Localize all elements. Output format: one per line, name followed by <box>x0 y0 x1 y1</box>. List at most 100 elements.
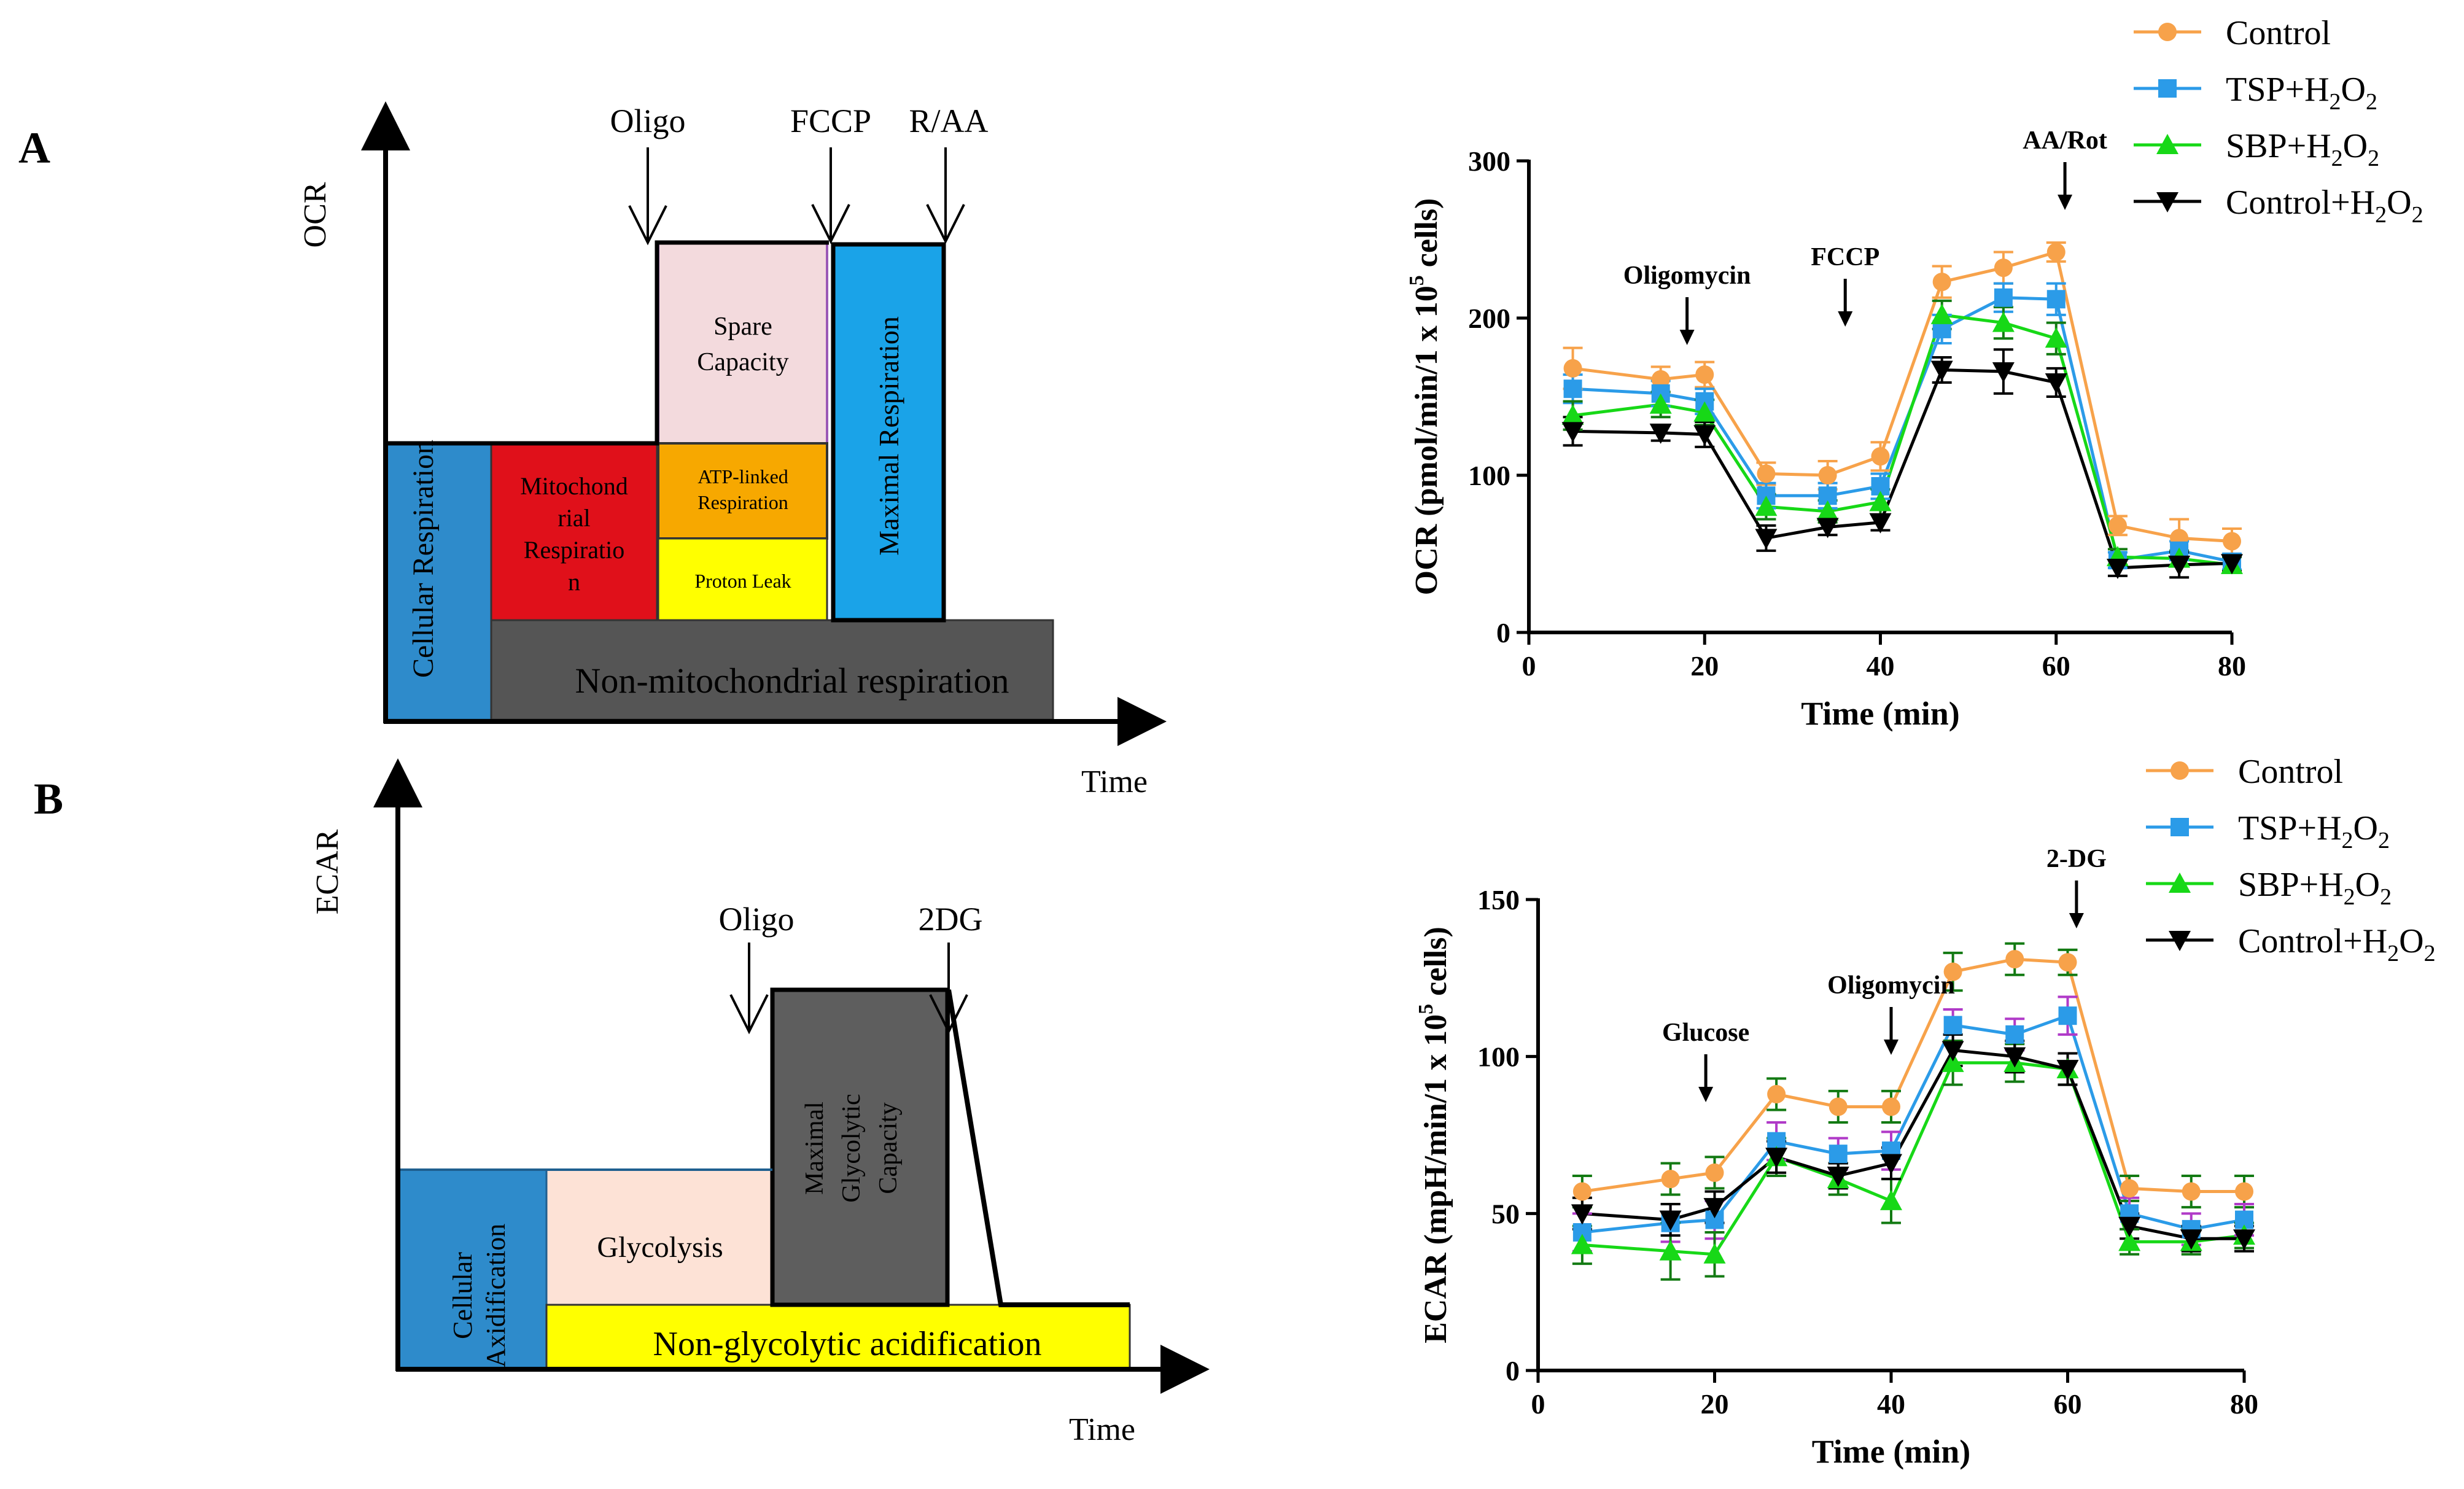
ecar-y-tick-label: 100 <box>1477 1041 1520 1073</box>
ocr-legend-marker <box>2158 79 2177 98</box>
ecar-legend-label: TSP+H2O2 <box>2238 809 2390 853</box>
fccp-arrow-icon <box>811 147 850 244</box>
ocr-y-axis-title-main: OCR (pmol/min/1 x 10 <box>1409 286 1444 595</box>
ecar-point <box>1880 1154 1902 1175</box>
ecar-x-tick-label: 0 <box>1531 1388 1545 1420</box>
ocr-point <box>1649 393 1672 414</box>
ecar-point <box>1880 1189 1902 1210</box>
ecar-point <box>1659 1210 1682 1231</box>
ocr-legend-label: Control+H2O2 <box>2226 184 2423 228</box>
ecar-legend-o: O <box>2355 866 2380 904</box>
ecar-point <box>1767 1085 1786 1104</box>
ocr-y-tick-label: 300 <box>1468 146 1510 177</box>
ocr-point <box>1818 466 1837 484</box>
ecar-legend-label-main: TSP+H <box>2238 809 2342 847</box>
ocr-x-tick-label: 80 <box>2218 650 2246 682</box>
ocr-y-tick-label: 0 <box>1496 617 1510 648</box>
cellular-acidification-block <box>397 1168 548 1370</box>
ocr-legend-marker <box>2156 192 2178 212</box>
ecar-y-axis-title: ECAR (mpH/min/1 x 105 cells) <box>1415 927 1453 1343</box>
ocr-legend-o: O <box>2343 127 2368 165</box>
ecar-x-axis-title: Time (min) <box>1812 1433 1970 1470</box>
2dg-injection-label: 2DG <box>919 901 983 938</box>
ocr-legend-marker <box>2156 134 2178 154</box>
ecar-y-tick-label: 50 <box>1491 1198 1520 1229</box>
ecar-point <box>2058 953 2077 972</box>
ocr-point <box>1992 311 2015 332</box>
ocr-annotation-arrow-head <box>1838 311 1853 327</box>
ocr-point <box>1651 370 1670 389</box>
ocr-point <box>1757 464 1776 483</box>
ocr-point <box>1869 491 1892 511</box>
ecar-point <box>2058 1006 2077 1025</box>
ocr-point <box>1755 529 1778 550</box>
ocr-legend-sub-2b: 2 <box>2366 89 2377 115</box>
schematic-b: ECAR Time Oligo 2DG Cellular Axidificati… <box>310 758 1210 1447</box>
proton-leak-label: Proton Leak <box>694 570 791 592</box>
ecar-point <box>2005 950 2024 969</box>
ocr-y-tick-label: 200 <box>1468 303 1510 334</box>
ocr-x-tick-label: 0 <box>1522 650 1536 682</box>
mito-label-4: n <box>568 568 580 596</box>
ocr-series-line <box>1572 296 2233 564</box>
ocr-point <box>1649 423 1672 444</box>
ecar-legend-label: SBP+H2O2 <box>2238 866 2392 910</box>
ocr-point <box>1693 401 1716 422</box>
atp-label-2: Respiration <box>698 491 788 513</box>
ecar-x-tick-label: 20 <box>1701 1388 1729 1420</box>
ecar-x-tick-label: 80 <box>2230 1388 2258 1420</box>
ecar-point <box>2182 1182 2201 1201</box>
ecar-annotation-arrow-head <box>1698 1087 1714 1102</box>
ecar-annotation-arrow-head <box>1884 1040 1899 1055</box>
glycolysis-block <box>545 1168 772 1306</box>
oligo-arrow-icon <box>628 147 667 246</box>
ecar-legend-sub-2: 2 <box>2342 828 2353 853</box>
raa-injection-label: R/AA <box>909 103 988 139</box>
ecar-annotation-arrow-head <box>2069 913 2084 928</box>
ecar-legend-sub-2: 2 <box>2344 884 2355 910</box>
ecar-legend-sub-2b: 2 <box>2380 884 2392 910</box>
ocr-y-tick-label: 100 <box>1468 460 1510 491</box>
ecar-legend-o: O <box>2353 809 2378 847</box>
ecar-point <box>1571 1234 1593 1254</box>
ecar-series-line <box>1582 1048 2244 1240</box>
ecar-point <box>1829 1097 1848 1116</box>
ecar-point <box>1943 1016 1962 1035</box>
ecar-legend-sub-2: 2 <box>2387 941 2399 966</box>
ecar-legend-label-main: SBP+H <box>2238 866 2344 904</box>
atp-label-1: ATP-linked <box>698 465 788 488</box>
ecar-legend-label-main: Control <box>2238 753 2343 791</box>
ecar-point <box>2180 1229 2202 1250</box>
oligo-injection-label: Oligo <box>610 103 685 139</box>
ecar-y-tick-label: 0 <box>1506 1355 1520 1386</box>
ecar-legend-marker <box>2169 873 2191 893</box>
ecar-point <box>2233 1229 2255 1250</box>
ecar-legend-label: Control <box>2238 753 2343 791</box>
ocr-point <box>2106 559 2129 580</box>
ocr-annotation: Oligomycin <box>1623 262 1751 290</box>
ecar-point <box>1941 1051 1964 1072</box>
ecar-point <box>1829 1145 1848 1164</box>
mito-label-3: Respiratio <box>524 536 624 564</box>
ocr-legend-o: O <box>2341 71 2366 109</box>
atp-linked-block <box>657 442 828 540</box>
ocr-annotation: FCCP <box>1811 243 1879 271</box>
ocr-legend-marker <box>2158 23 2177 41</box>
ecar-point <box>1572 1182 1591 1201</box>
ecar-annotation: Oligomycin <box>1827 971 1955 1000</box>
2dg-arrow-icon <box>929 943 968 1035</box>
ocr-point <box>2168 555 2191 576</box>
ecar-point <box>1571 1204 1593 1225</box>
ocr-chart: 0 100 200 300 0 20 40 60 80 Time (min) OCR (pmol/m… <box>1405 126 2246 732</box>
ocr-point <box>2108 516 2127 535</box>
cellular-respiration-label: Cellular Respiration <box>407 440 440 678</box>
ecar-point <box>1703 1243 1726 1264</box>
ocr-series-line <box>1572 368 2233 570</box>
ecar-point <box>2120 1179 2139 1198</box>
ocr-point <box>1755 496 1778 516</box>
non-glycolytic-label: Non-glycolytic acidification <box>653 1325 1042 1363</box>
ocr-legend-label-main: TSP+H <box>2226 71 2330 109</box>
ecar-chart: 0 50 100 150 0 20 40 60 80 Time (min) ECAR (mpH/mi… <box>1415 845 2258 1470</box>
oligo-arrow-icon-b <box>729 943 769 1035</box>
